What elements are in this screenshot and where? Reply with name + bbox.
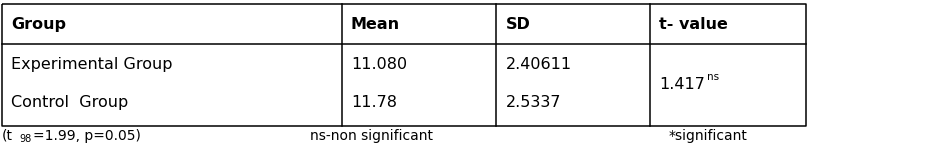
- Text: t- value: t- value: [658, 17, 727, 32]
- Text: *significant: *significant: [667, 129, 746, 143]
- Text: 2.40611: 2.40611: [505, 57, 571, 72]
- Text: 98: 98: [19, 134, 32, 144]
- Text: 11.080: 11.080: [350, 57, 406, 72]
- Text: Control  Group: Control Group: [11, 95, 128, 110]
- Text: 11.78: 11.78: [350, 95, 397, 110]
- Text: ns-non significant: ns-non significant: [310, 129, 432, 143]
- Text: Experimental Group: Experimental Group: [11, 57, 172, 72]
- Text: Group: Group: [11, 17, 66, 32]
- Text: Mean: Mean: [350, 17, 400, 32]
- Text: (t: (t: [2, 129, 13, 143]
- Text: 1.417: 1.417: [658, 77, 704, 92]
- Text: SD: SD: [505, 17, 530, 32]
- Text: ns: ns: [706, 72, 718, 82]
- Text: 2.5337: 2.5337: [505, 95, 561, 110]
- Text: =1.99, p=0.05): =1.99, p=0.05): [33, 129, 141, 143]
